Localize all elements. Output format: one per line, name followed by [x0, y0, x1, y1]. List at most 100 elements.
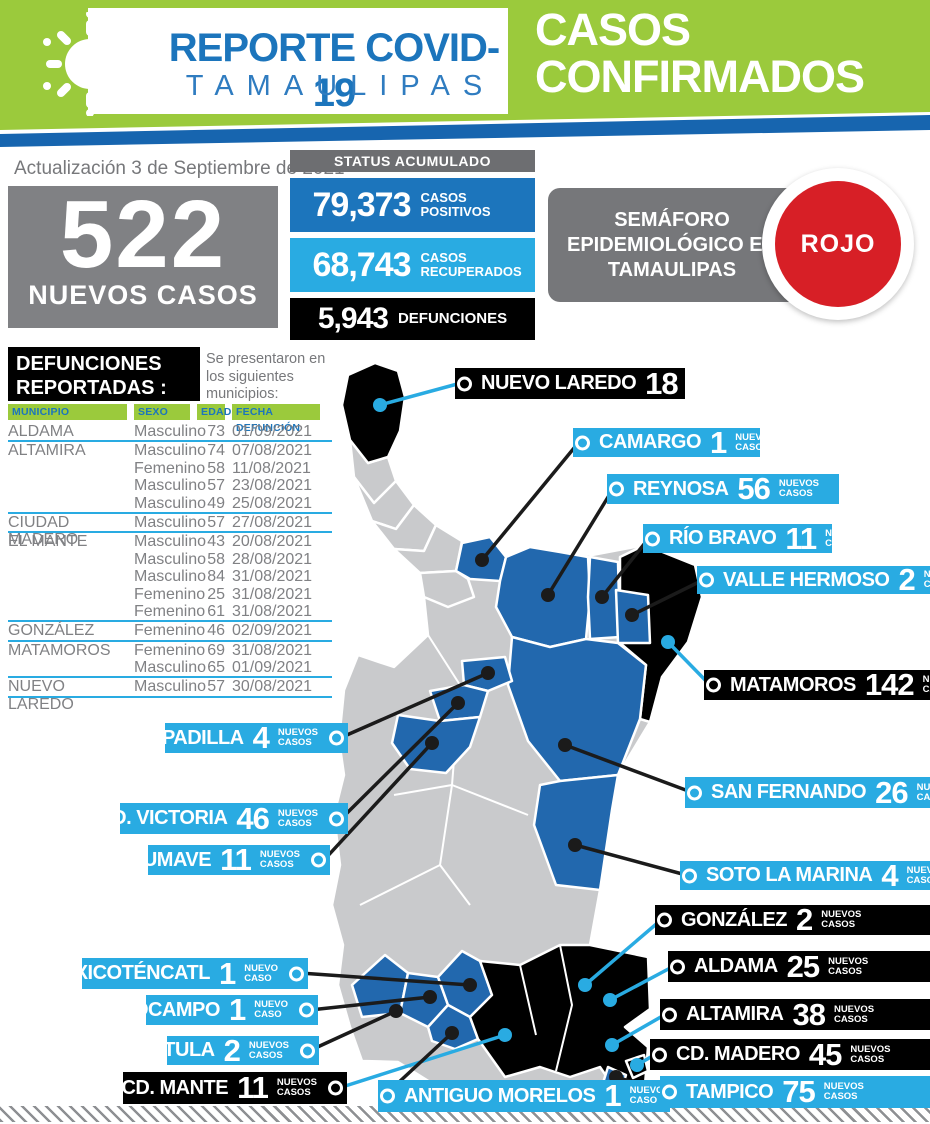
- connector-line: [322, 741, 434, 862]
- connector-line: [480, 440, 581, 562]
- connector-ring-icon: [300, 1043, 315, 1058]
- connector-lines: [299, 381, 712, 1098]
- col-municipio: MUNICIPIO: [8, 404, 127, 420]
- map-dot: [630, 1058, 644, 1072]
- map-label-camargo: CAMARGO 1 NUEVO CASO: [573, 427, 769, 457]
- map-dot: [498, 1028, 512, 1042]
- connector-ring-icon: [380, 1088, 395, 1104]
- update-date-text: Actualización 3 de Septiembre de 2021: [14, 158, 345, 179]
- connector-line: [309, 995, 431, 1012]
- connector-ring-icon: [575, 435, 590, 450]
- semaforo-box: SEMÁFORO EPIDEMIOLÓGICO EN TAMAULIPAS: [548, 188, 812, 302]
- table-row: Masculino 57 23/08/2021: [134, 477, 313, 495]
- deaths-reported-title: DEFUNCIONES REPORTADAS : 15: [8, 347, 200, 423]
- map-label-reynosa: REYNOSA 56 NUEVOS CASOS: [607, 473, 839, 504]
- table-row: Masculino 58 28/08/2021: [134, 550, 313, 568]
- deaths-table-body: ALDAMA Masculino 73 01/09/2021 ALTAMIRA Masc…: [8, 423, 332, 713]
- positives-bar: 79,373 CASOS POSITIVOS: [290, 178, 535, 232]
- virus-icon: [43, 12, 138, 116]
- table-row: Femenino 61 31/08/2021: [8, 603, 332, 623]
- table-row: Femenino 25 31/08/2021: [134, 585, 313, 603]
- map-label-rio-bravo: RÍO BRAVO 11 NUEVOS CASOS: [643, 523, 865, 553]
- map-dot: [423, 990, 437, 1004]
- map-dot: [451, 696, 465, 710]
- deaths-bar: 5,943 DEFUNCIONES: [290, 298, 535, 340]
- map-border: [519, 964, 537, 1036]
- map-dot: [578, 978, 592, 992]
- deaths-label: DEFUNCIONES: [397, 309, 508, 327]
- map-dot: [558, 738, 572, 752]
- map-dot: [541, 588, 555, 602]
- deaths-subtitle: Se presentaron en los siguientes municip…: [206, 351, 326, 403]
- connector-ring-icon: [311, 852, 326, 868]
- connector-ring-icon: [328, 1080, 343, 1096]
- table-row: ALDAMA Masculino 73 01/09/2021: [8, 423, 332, 443]
- connector-ring-icon: [329, 811, 344, 826]
- header-navy-stripe: [0, 115, 930, 147]
- table-row: Masculino 84 31/08/2021: [134, 568, 313, 586]
- connector-ring-icon: [329, 730, 344, 746]
- map-label-cd-mante: CD. MANTE 11 NUEVOS CASOS: [121, 1072, 347, 1104]
- map-dot: [595, 590, 609, 604]
- connector-line: [600, 536, 651, 599]
- map-dot: [568, 838, 582, 852]
- table-row: NUEVO LAREDO Masculino 57 30/08/2021: [8, 678, 332, 713]
- positives-label: CASOS POSITIVOS: [420, 189, 491, 219]
- map-dot: [389, 1004, 403, 1018]
- status-header: STATUS ACUMULADO: [290, 150, 535, 172]
- map-region-nuevo-laredo: [340, 361, 407, 465]
- col-sexo: SEXO: [134, 404, 190, 420]
- connector-ring-icon: [289, 966, 304, 981]
- connector-ring-icon: [457, 376, 472, 391]
- connector-line: [310, 1009, 397, 1052]
- connector-ring-icon: [662, 1084, 677, 1100]
- map-label-nuevo-laredo: NUEVO LAREDO 18 NUEVOS CASOS: [455, 368, 727, 399]
- connector-line: [574, 843, 687, 877]
- new-cases-number: 522: [59, 181, 227, 288]
- map-border: [451, 784, 529, 816]
- connector-line: [583, 918, 663, 987]
- table-row: EL MANTE Masculino 43 20/08/2021: [8, 533, 313, 551]
- map-label-tula: TULA 2 NUEVOS CASOS: [163, 1035, 319, 1065]
- logo-box: [88, 8, 508, 114]
- connector-line: [666, 640, 712, 687]
- col-edad: EDAD: [197, 404, 231, 420]
- map-region-san-fernando: [506, 635, 648, 783]
- map-dot: [661, 635, 675, 649]
- connector-line: [546, 488, 615, 596]
- deaths-table: MUNICIPIO SEXO EDAD FECHA DEFUNCIÓN ALDA…: [8, 404, 332, 713]
- connector-line: [299, 971, 471, 987]
- map-dot: [445, 1026, 459, 1040]
- connector-line: [631, 578, 704, 617]
- logo-title: REPORTE COVID-19: [168, 26, 500, 115]
- connector-line: [611, 1012, 667, 1047]
- connector-ring-icon: [682, 868, 697, 883]
- map-dot: [625, 608, 639, 622]
- map-label-cd-madero: CD. MADERO 45 NUEVOS CASOS: [650, 1039, 930, 1070]
- table-row: CIUDAD MADERO Masculino 57 27/08/2021: [8, 514, 332, 548]
- table-row: Femenino 58 11/08/2021: [134, 459, 311, 477]
- map-dot: [481, 666, 495, 680]
- deaths-title-line1: DEFUNCIONES: [16, 353, 162, 375]
- recovered-number: 68,743: [312, 245, 412, 284]
- connector-ring-icon: [609, 481, 624, 497]
- connector-ring-icon: [299, 1002, 314, 1018]
- map-dots: [373, 398, 675, 1084]
- connector-ring-icon: [670, 959, 685, 974]
- semaforo-status-badge: ROJO: [775, 181, 901, 307]
- map-label-aldama: ALDAMA 25 NUEVOS CASOS: [668, 951, 930, 982]
- footer-hatch-decoration: [0, 1106, 930, 1122]
- map-dot: [603, 993, 617, 1007]
- col-fecha: FECHA DEFUNCIÓN: [232, 404, 320, 434]
- table-row: MATAMOROS Femenino 69 31/08/2021: [8, 641, 313, 659]
- positives-number: 79,373: [312, 185, 412, 224]
- map-dot: [463, 978, 477, 992]
- page-title: CASOS CONFIRMADOS: [535, 6, 865, 101]
- map-dot: [425, 736, 439, 750]
- connector-line: [564, 743, 692, 794]
- connector-line: [340, 701, 460, 820]
- deaths-number: 5,943: [317, 302, 389, 335]
- map-label-cd-victoria: CD. VICTORIA 46 NUEVOS CASOS: [98, 803, 348, 834]
- map-dot: [475, 553, 489, 567]
